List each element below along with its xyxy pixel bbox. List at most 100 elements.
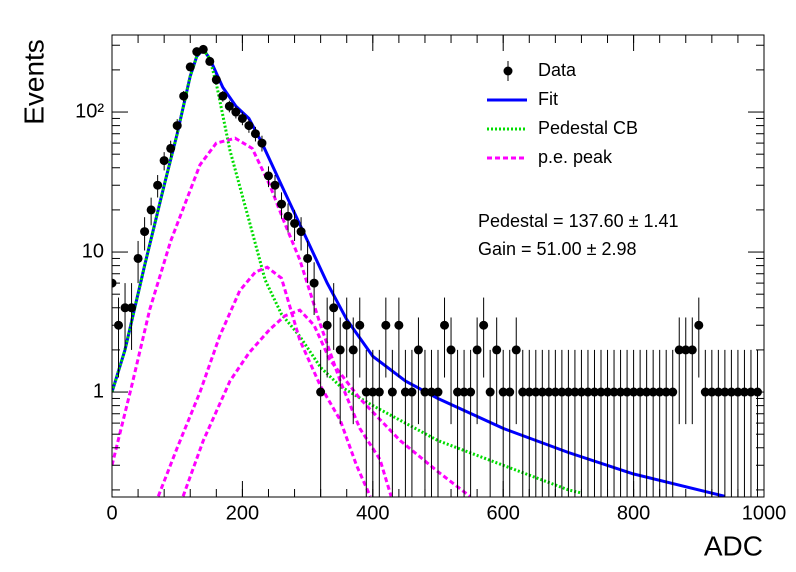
data-point <box>498 387 508 397</box>
data-point <box>218 91 228 101</box>
data-point <box>707 387 717 397</box>
data-point <box>570 387 580 397</box>
legend-label: p.e. peak <box>538 147 613 167</box>
x-axis-label: ADC <box>704 530 763 561</box>
data-point <box>426 387 436 397</box>
data-point <box>609 387 619 397</box>
data-point <box>277 199 287 209</box>
data-point <box>166 143 176 153</box>
data-point <box>133 253 143 263</box>
data-point <box>381 320 391 330</box>
data-point <box>342 320 352 330</box>
data-point <box>642 387 652 397</box>
data-point <box>629 387 639 397</box>
data-point <box>668 387 678 397</box>
data-point <box>413 345 423 355</box>
data-point <box>335 345 345 355</box>
fit-curve <box>181 308 471 497</box>
data-point <box>616 387 626 397</box>
legend-label: Data <box>538 60 577 80</box>
x-tick-label: 1000 <box>742 502 787 524</box>
data-point <box>453 387 463 397</box>
data-point <box>674 345 684 355</box>
data-point <box>440 320 450 330</box>
data-point <box>120 303 130 313</box>
data-point <box>329 303 339 313</box>
data-point <box>648 387 658 397</box>
data-point <box>309 278 319 288</box>
data-point <box>368 387 378 397</box>
data-point <box>420 387 430 397</box>
data-point <box>205 56 215 66</box>
legend-label: Pedestal CB <box>538 118 638 138</box>
data-point <box>394 320 404 330</box>
data-point <box>407 387 417 397</box>
x-tick-label: 200 <box>226 502 259 524</box>
data-point <box>433 387 443 397</box>
data-point <box>459 387 469 397</box>
data-point <box>655 387 665 397</box>
data-point <box>576 387 586 397</box>
data-point <box>694 320 704 330</box>
data-point <box>550 387 560 397</box>
data-point <box>185 62 195 72</box>
data-point <box>661 387 671 397</box>
data-point <box>303 253 313 263</box>
data-point <box>159 156 169 166</box>
data-point <box>733 387 743 397</box>
data-point <box>492 345 502 355</box>
data-point <box>531 387 541 397</box>
data-point <box>505 387 515 397</box>
data-point <box>237 113 247 123</box>
data-point <box>355 320 365 330</box>
y-tick-label: 10² <box>75 100 104 122</box>
data-point <box>511 345 521 355</box>
data-point <box>479 320 489 330</box>
data-point <box>466 387 476 397</box>
stat-text: Pedestal = 137.60 ± 1.41 <box>478 211 679 231</box>
data-point <box>198 44 208 54</box>
data-point <box>290 218 300 228</box>
x-tick-label: 600 <box>487 502 520 524</box>
data-point <box>296 227 306 237</box>
data-point <box>224 101 234 111</box>
stat-text: Gain = 51.00 ± 2.98 <box>478 239 637 259</box>
fit-curve <box>156 265 372 497</box>
y-tick-label: 1 <box>93 380 104 402</box>
x-tick-label: 800 <box>617 502 650 524</box>
data-point <box>583 387 593 397</box>
data-point <box>211 75 221 85</box>
data-point <box>244 121 254 131</box>
data-point <box>518 387 528 397</box>
data-point <box>283 211 293 221</box>
data-point <box>361 387 371 397</box>
legend-entry: Data <box>503 60 577 81</box>
data-point <box>557 387 567 397</box>
data-point <box>374 387 384 397</box>
data-point <box>596 387 606 397</box>
data-point <box>146 205 156 215</box>
x-tick-label: 0 <box>106 502 117 524</box>
data-point <box>537 387 547 397</box>
x-tick-label: 400 <box>356 502 389 524</box>
data-point <box>720 387 730 397</box>
data-point <box>257 138 267 148</box>
legend-label: Fit <box>538 89 558 109</box>
data-point <box>231 107 241 117</box>
data-point <box>316 387 326 397</box>
data-point <box>127 303 137 313</box>
data-point <box>472 345 482 355</box>
legend-entry: p.e. peak <box>487 147 613 167</box>
data-point <box>603 387 613 397</box>
data-point <box>687 345 697 355</box>
data-point <box>322 320 332 330</box>
data-point <box>700 387 710 397</box>
legend-entry: Pedestal CB <box>487 118 638 138</box>
data-point <box>446 345 456 355</box>
data-point <box>250 129 260 139</box>
data-point <box>563 387 573 397</box>
data-point <box>485 387 495 397</box>
